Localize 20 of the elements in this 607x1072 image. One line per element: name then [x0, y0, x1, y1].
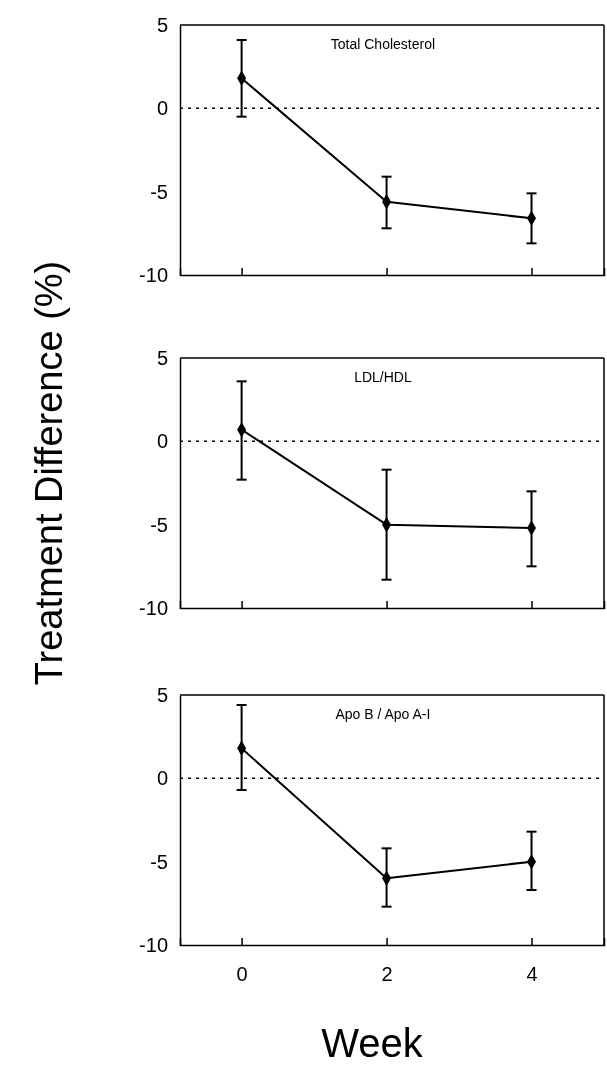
y-tick-label: -10 — [139, 263, 168, 286]
x-tick-label: 4 — [526, 963, 538, 986]
y-tick-label: -5 — [150, 180, 168, 203]
y-axis-title: Treatment Difference (%) — [28, 260, 70, 686]
x-axis-title: Week — [321, 1021, 424, 1065]
y-tick-label: 0 — [156, 767, 168, 790]
text: LDL/HDL — [354, 369, 412, 385]
y-tick-label: -5 — [150, 513, 168, 536]
y-tick-label: 0 — [156, 430, 168, 453]
x-tick-label: 0 — [236, 963, 248, 986]
y-tick-label: 0 — [156, 97, 168, 120]
y-tick-label: 5 — [156, 683, 168, 706]
y-tick-label: -10 — [139, 596, 168, 619]
y-tick-label: 5 — [156, 346, 168, 369]
text: Apo B / Apo A-I — [335, 706, 431, 722]
text: Total Cholesterol — [330, 36, 436, 52]
y-tick-label: 5 — [156, 13, 168, 36]
x-tick-label: 2 — [381, 963, 393, 986]
y-tick-label: -5 — [150, 850, 168, 873]
y-tick-label: -10 — [139, 933, 168, 956]
